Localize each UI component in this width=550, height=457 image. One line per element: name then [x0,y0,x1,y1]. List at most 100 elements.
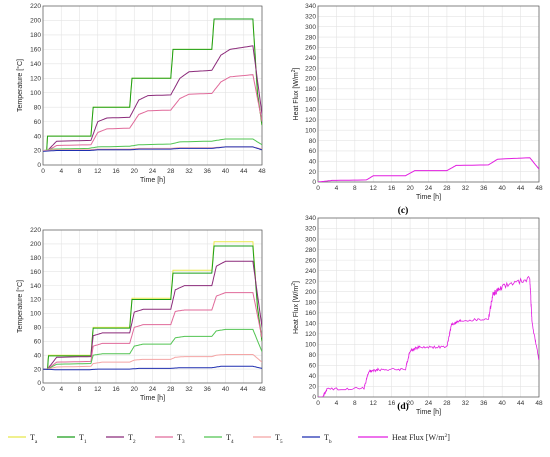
series-line-tb [43,365,262,371]
x-tick-label: 4 [59,168,63,175]
y-tick-label: 160 [305,96,316,103]
y-tick-label: 240 [305,268,316,275]
y-tick-label: 40 [309,373,317,380]
x-tick-label: 8 [353,185,357,192]
y-tick-label: 160 [30,47,41,54]
legend-label: T4 [226,433,234,445]
x-tick-label: 0 [316,400,320,407]
y-tick-label: 320 [305,226,316,233]
y-tick-label: 200 [30,241,41,248]
y-tick-label: 140 [30,283,41,290]
y-tick-label: 20 [34,148,42,155]
y-tick-label: 0 [37,380,41,387]
x-tick-label: 40 [222,168,230,175]
legend-label: T5 [275,433,283,445]
y-tick-label: 140 [305,320,316,327]
x-tick-label: 48 [535,400,543,407]
series-line-t4 [43,328,262,370]
y-tick-label: 20 [34,366,42,373]
x-tick-label: 16 [388,185,396,192]
x-tick-label: 24 [149,168,157,175]
y-tick-label: 180 [30,32,41,39]
legend-label-heat-flux: Heat Flux [W/m2] [392,433,450,442]
y-tick-label: 120 [30,297,41,304]
y-tick-label: 300 [305,236,316,243]
x-tick-label: 28 [443,185,451,192]
x-axis-label: Time [h] [416,194,441,201]
y-tick-label: 0 [312,394,316,401]
d-left-plot: 0 4 8 12 16 20 24 28 32 36 40 44 4802040608010012014… [16,227,266,402]
series-line-t2 [43,45,262,151]
y-axis-label: Temperature [°C] [16,280,24,333]
x-tick-label: 36 [204,168,212,175]
x-tick-label: 28 [167,168,175,175]
y-tick-label: 180 [30,255,41,262]
series-line-heat-flux-w-m2- [318,275,539,397]
plot-frame [317,5,540,183]
y-tick-label: 280 [305,247,316,254]
x-tick-label: 24 [425,185,433,192]
x-axis-label: Time [h] [140,177,165,184]
y-tick-label: 0 [37,162,41,169]
x-tick-label: 12 [370,185,378,192]
x-tick-label: 0 [41,168,45,175]
y-tick-label: 40 [34,352,42,359]
x-tick-label: 44 [240,168,248,175]
x-tick-label: 4 [335,400,339,407]
y-tick-label: 180 [305,299,316,306]
x-tick-label: 44 [517,400,525,407]
y-tick-label: 60 [309,363,317,370]
y-tick-label: 140 [30,61,41,68]
x-tick-label: 20 [406,400,414,407]
y-tick-label: 40 [34,133,42,140]
y-tick-label: 20 [309,169,317,176]
series-line-t3 [43,74,262,151]
y-tick-label: 260 [305,45,316,52]
x-tick-label: 4 [335,185,339,192]
x-tick-label: 32 [185,386,193,393]
y-tick-label: 180 [305,86,316,93]
y-tick-label: 40 [309,158,317,165]
series-line-t5 [43,354,262,370]
x-tick-label: 44 [517,185,525,192]
plot-frame [42,5,263,166]
x-axis-label: Time [h] [416,409,441,416]
legend-label: T1 [79,433,87,445]
y-tick-label: 200 [305,289,316,296]
x-tick-label: 24 [425,400,433,407]
x-tick-label: 0 [41,386,45,393]
x-tick-label: 44 [240,386,248,393]
legend: Ta T1 T2 T3 T4 T5 Tb Heat Flux [W/m2] [8,433,450,445]
plot-frame [42,229,263,384]
x-tick-label: 12 [94,168,102,175]
y-tick-label: 60 [34,119,42,126]
series-line-t1 [43,245,262,370]
x-tick-label: 32 [462,185,470,192]
y-tick-label: 80 [34,325,42,332]
legend-label: Ta [30,433,38,445]
x-tick-label: 8 [78,386,82,393]
y-tick-label: 220 [30,3,41,10]
y-tick-label: 200 [30,18,41,25]
y-tick-label: 60 [309,148,317,155]
d-right-plot: 0 4 8 12 16 20 24 28 32 36 40 44 4802040608010012014… [291,215,543,416]
x-tick-label: 16 [112,386,120,393]
x-tick-label: 36 [204,386,212,393]
series-line-t1 [43,18,262,151]
x-tick-label: 40 [222,386,230,393]
series-line-t3 [43,292,262,370]
x-tick-label: 12 [94,386,102,393]
x-tick-label: 36 [480,400,488,407]
panel-label: (d) [397,401,409,412]
y-tick-label: 320 [305,14,316,21]
y-tick-label: 100 [305,127,316,134]
y-axis-label: Heat Flux [W/m2] [291,67,300,120]
y-tick-label: 340 [305,3,316,10]
x-tick-label: 32 [462,400,470,407]
series-line-ta [43,241,262,370]
y-tick-label: 120 [305,117,316,124]
y-tick-label: 340 [305,215,316,222]
x-tick-label: 32 [185,168,193,175]
x-tick-label: 48 [258,386,266,393]
